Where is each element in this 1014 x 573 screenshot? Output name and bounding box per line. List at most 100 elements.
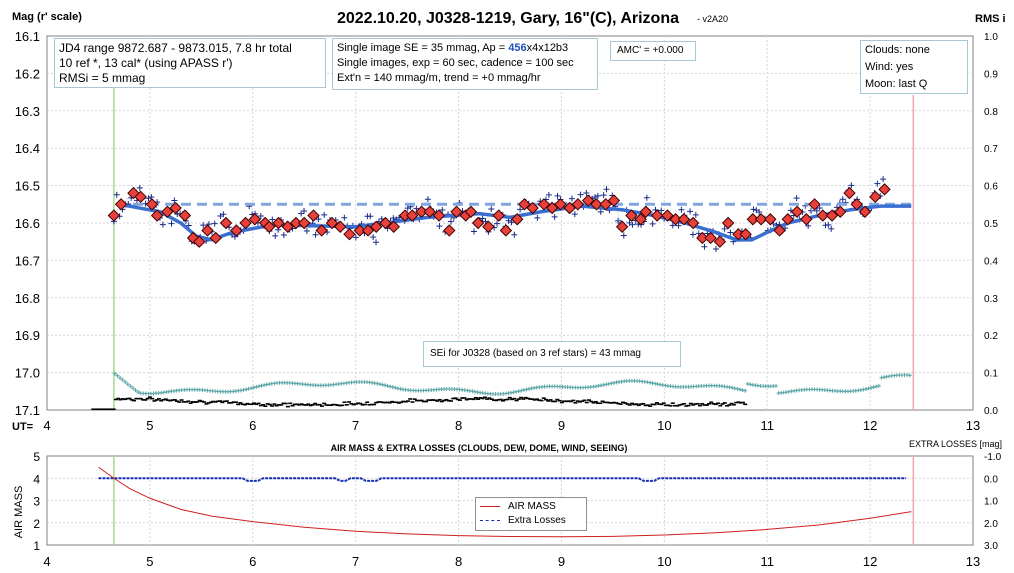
rms-teal-point <box>519 388 524 393</box>
left-axis-label: Mag (r' scale) <box>12 11 82 23</box>
binned-mag-diamond <box>773 224 786 237</box>
clouds-text: Clouds: none <box>865 44 930 56</box>
rms-teal-point <box>521 388 526 393</box>
rms-teal-point <box>120 377 125 382</box>
binned-mag-diamond <box>423 205 436 218</box>
extra-losses-tick-label: 2.0 <box>984 519 998 530</box>
measurement-point <box>200 222 207 229</box>
binned-mag-diamond <box>764 213 777 226</box>
rms-teal-point <box>249 386 254 391</box>
measurement-point <box>583 190 590 197</box>
binned-mag-diamond <box>571 198 585 211</box>
rms-tick-label: 0.4 <box>984 256 998 267</box>
version-label: - v2A20 <box>697 14 728 24</box>
info-box-images: Single image SE = 35 mmag, Ap = 456x4x12… <box>332 38 598 90</box>
ut-label: UT= <box>12 421 33 433</box>
chart-title: 2022.10.20, J0328-1219, Gary, 16"(C), Ar… <box>337 10 679 27</box>
binned-mag-diamond <box>615 220 629 233</box>
rms-tick-label: 0.3 <box>984 294 998 305</box>
measurement-point <box>303 227 310 234</box>
rms-teal-point <box>246 386 251 391</box>
rms-teal-point <box>118 375 123 380</box>
measurement-point <box>159 221 166 228</box>
rms-teal-point <box>133 388 138 393</box>
measurement-point <box>479 215 486 222</box>
measurement-point <box>211 220 218 227</box>
air-mass-tick-label: 1 <box>33 539 40 553</box>
conditions-box: Clouds: none Wind: yes Moon: last Q <box>860 40 968 94</box>
binned-mag-diamond <box>781 213 795 226</box>
rms-teal-point <box>730 385 735 390</box>
ut-tick-label: 4 <box>43 418 50 433</box>
binned-mag-diamond <box>843 186 856 200</box>
mag-tick-label: 16.5 <box>15 179 40 194</box>
binned-mag-diamond <box>492 209 505 222</box>
mag-tick-label: 16.8 <box>15 291 40 306</box>
extra-losses-tick-label: 3.0 <box>984 541 998 552</box>
binned-mag-diamond <box>581 194 595 207</box>
measurement-point <box>643 194 650 201</box>
rms-teal-point <box>125 382 130 387</box>
air-mass-tick-label: 2 <box>33 517 40 531</box>
binned-mag-diamond <box>201 224 214 237</box>
binned-mag-diamond <box>178 209 192 222</box>
binned-mag-diamond <box>150 209 164 222</box>
binned-mag-diamond <box>661 209 674 222</box>
binned-mag-diamond <box>334 220 347 233</box>
measurement-point <box>551 213 558 220</box>
info-line-refs: 10 ref *, 13 cal* (using APASS r') <box>59 56 233 70</box>
lower-title: AIR MASS & EXTRA LOSSES (CLOUDS, DEW, DO… <box>331 443 628 453</box>
measurement-point <box>220 211 227 218</box>
measurement-point <box>301 207 308 214</box>
binned-mag-diamond <box>209 231 222 245</box>
aperture-value: 456 <box>508 42 527 54</box>
rms-teal-point <box>745 381 750 386</box>
ut-tick-label: 13 <box>966 418 980 433</box>
measurement-point <box>185 222 192 229</box>
measurement-point <box>341 214 348 221</box>
measurement-point <box>597 208 604 215</box>
measurement-point <box>367 213 374 220</box>
measurement-point <box>816 205 823 212</box>
binned-mag-diamond <box>808 198 821 211</box>
measurement-point <box>721 225 728 232</box>
lower-ut-tick-label: 9 <box>558 554 565 569</box>
binned-mag-diamond <box>754 213 768 226</box>
measurement-point <box>880 176 887 183</box>
binned-mag-diamond <box>387 220 400 233</box>
rms-teal-point <box>866 386 871 391</box>
binned-mag-diamond <box>713 235 727 248</box>
binned-mag-diamond <box>537 198 551 211</box>
rms-teal-point <box>871 385 876 390</box>
binned-mag-diamond <box>858 205 872 218</box>
measurement-point <box>620 232 627 239</box>
info-line-rmsi: RMSi = 5 mmag <box>59 71 146 85</box>
measurement-point <box>825 221 832 228</box>
binned-mag-diamond <box>825 209 839 222</box>
measurement-point <box>113 191 120 198</box>
measurement-point <box>321 211 328 218</box>
air-mass-tick-label: 4 <box>33 472 40 486</box>
rms-teal-point <box>112 371 117 376</box>
air-mass-curve <box>98 466 912 538</box>
ut-tick-label: 12 <box>863 418 877 433</box>
rms-teal-point <box>115 373 120 378</box>
rms-teal-point <box>380 382 385 387</box>
measurement-point <box>727 229 734 236</box>
mag-tick-label: 16.3 <box>15 104 40 119</box>
binned-mag-diamond <box>272 216 285 230</box>
binned-mag-diamond <box>746 213 760 226</box>
binned-mag-diamond <box>510 213 524 226</box>
measurement-point <box>695 230 702 237</box>
binned-mag-diamond <box>230 224 243 237</box>
measurement-point <box>874 180 881 187</box>
binned-mag-diamond <box>114 198 128 211</box>
lower-right-label: EXTRA LOSSES [mag] <box>909 439 1002 449</box>
rms-teal-point <box>511 390 516 395</box>
amc-text: AMC' = +0.000 <box>617 45 684 56</box>
measurement-point <box>793 195 800 202</box>
binned-mag-diamond <box>219 216 233 230</box>
ut-tick-label: 9 <box>558 418 565 433</box>
measurement-point <box>571 211 578 218</box>
moon-text: Moon: last Q <box>865 78 928 90</box>
